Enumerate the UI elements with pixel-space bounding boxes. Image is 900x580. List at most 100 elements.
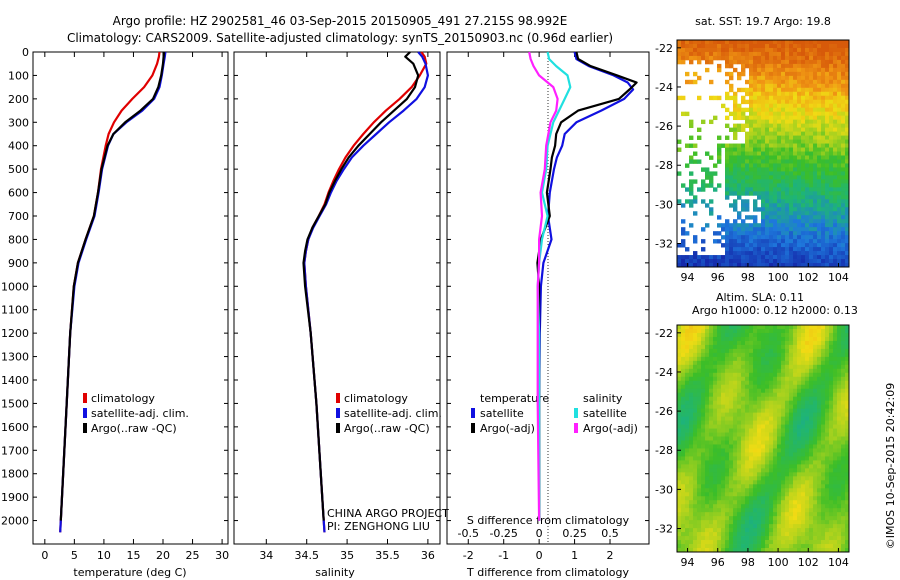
heatmap-cell [681, 400, 686, 406]
heatmap-cell [709, 336, 714, 342]
heatmap-cell [841, 239, 846, 244]
heatmap-cell [777, 448, 782, 453]
heatmap-cell [681, 376, 686, 382]
heatmap-cell [729, 472, 734, 477]
heatmap-cell [833, 404, 838, 410]
heatmap-cell [833, 47, 838, 53]
heatmap-cell [733, 464, 738, 469]
heatmap-cell [725, 488, 730, 493]
heatmap-cell [725, 432, 730, 437]
heatmap-cell [817, 75, 822, 81]
heatmap-cell [701, 380, 706, 386]
heatmap-cell [761, 243, 766, 248]
heatmap-cell [801, 91, 806, 97]
heatmap-cell [749, 235, 754, 240]
heatmap-cell [685, 536, 690, 541]
heatmap-cell [837, 135, 842, 140]
heatmap-cell [825, 99, 830, 105]
y-tick-label: 2000 [1, 515, 29, 528]
heatmap-cell [773, 360, 778, 366]
heatmap-cell [793, 187, 798, 192]
heatmap-cell [809, 500, 814, 505]
heatmap-cell [813, 428, 818, 433]
heatmap-cell [769, 528, 774, 533]
heatmap-cell [745, 207, 750, 212]
heatmap-cell [793, 524, 798, 529]
heatmap-cell [709, 40, 714, 45]
heatmap-cell [701, 532, 706, 537]
legend-swatch-satellite [83, 408, 87, 418]
heatmap-cell [805, 540, 810, 545]
heatmap-cell [805, 504, 810, 509]
heatmap-cell [773, 544, 778, 549]
heatmap-cell [689, 259, 694, 264]
heatmap-cell [729, 167, 734, 172]
heatmap-cell [789, 191, 794, 196]
heatmap-cell [769, 223, 774, 228]
heatmap-cell [845, 155, 850, 160]
heatmap-cell [833, 51, 838, 57]
heatmap-cell [801, 47, 806, 53]
heatmap-cell [729, 171, 734, 176]
heatmap-cell [841, 199, 846, 204]
heatmap-cell [677, 468, 682, 473]
heatmap-cell [793, 67, 798, 73]
heatmap-cell [765, 344, 770, 350]
heatmap-cell [789, 79, 794, 85]
heatmap-cell [705, 480, 710, 485]
heatmap-cell [813, 231, 818, 236]
heatmap-cell [841, 67, 846, 73]
heatmap-cell [841, 203, 846, 208]
heatmap-cell [825, 43, 830, 49]
heatmap-cell [781, 372, 786, 378]
heatmap-cell [733, 67, 738, 73]
heatmap-cell [793, 179, 798, 184]
heatmap-cell [805, 464, 810, 469]
heatmap-cell [709, 360, 714, 366]
heatmap-cell [689, 223, 694, 228]
heatmap-cell [685, 55, 690, 61]
heatmap-cell [809, 223, 814, 228]
heatmap-cell [801, 139, 806, 144]
heatmap-cell [745, 420, 750, 425]
heatmap-cell [749, 179, 754, 184]
heatmap-cell [785, 336, 790, 342]
heatmap-cell [769, 263, 774, 268]
heatmap-cell [817, 496, 822, 501]
y-tick-label: 1900 [1, 491, 29, 504]
heatmap-cell [809, 512, 814, 517]
heatmap-cell [769, 103, 774, 109]
heatmap-cell [733, 336, 738, 342]
heatmap-cell [789, 179, 794, 184]
heatmap-cell [753, 247, 758, 252]
heatmap-cell [741, 432, 746, 437]
heatmap-cell [757, 143, 762, 148]
heatmap-cell [817, 480, 822, 485]
heatmap-cell [801, 436, 806, 441]
heatmap-cell [793, 83, 798, 89]
heatmap-cell [749, 544, 754, 549]
heatmap-cell [729, 416, 734, 421]
heatmap-cell [781, 544, 786, 549]
heatmap-cell [765, 460, 770, 465]
heatmap-cell [829, 360, 834, 366]
heatmap-cell [685, 484, 690, 489]
heatmap-cell [809, 47, 814, 53]
heatmap-cell [785, 544, 790, 549]
heatmap-cell [765, 536, 770, 541]
heatmap-cell [837, 448, 842, 453]
heatmap-cell [693, 344, 698, 350]
heatmap-cell [693, 512, 698, 517]
heatmap-cell [805, 191, 810, 196]
heatmap-cell [713, 231, 718, 236]
heatmap-cell [821, 199, 826, 204]
heatmap-cell [793, 528, 798, 533]
heatmap-cell [769, 340, 774, 346]
heatmap-cell [829, 548, 834, 553]
heatmap-cell [733, 115, 738, 121]
heatmap-cell [821, 195, 826, 200]
heatmap-cell [829, 432, 834, 437]
heatmap-cell [845, 528, 850, 533]
heatmap-cell [681, 95, 686, 101]
heatmap-cell [769, 215, 774, 220]
